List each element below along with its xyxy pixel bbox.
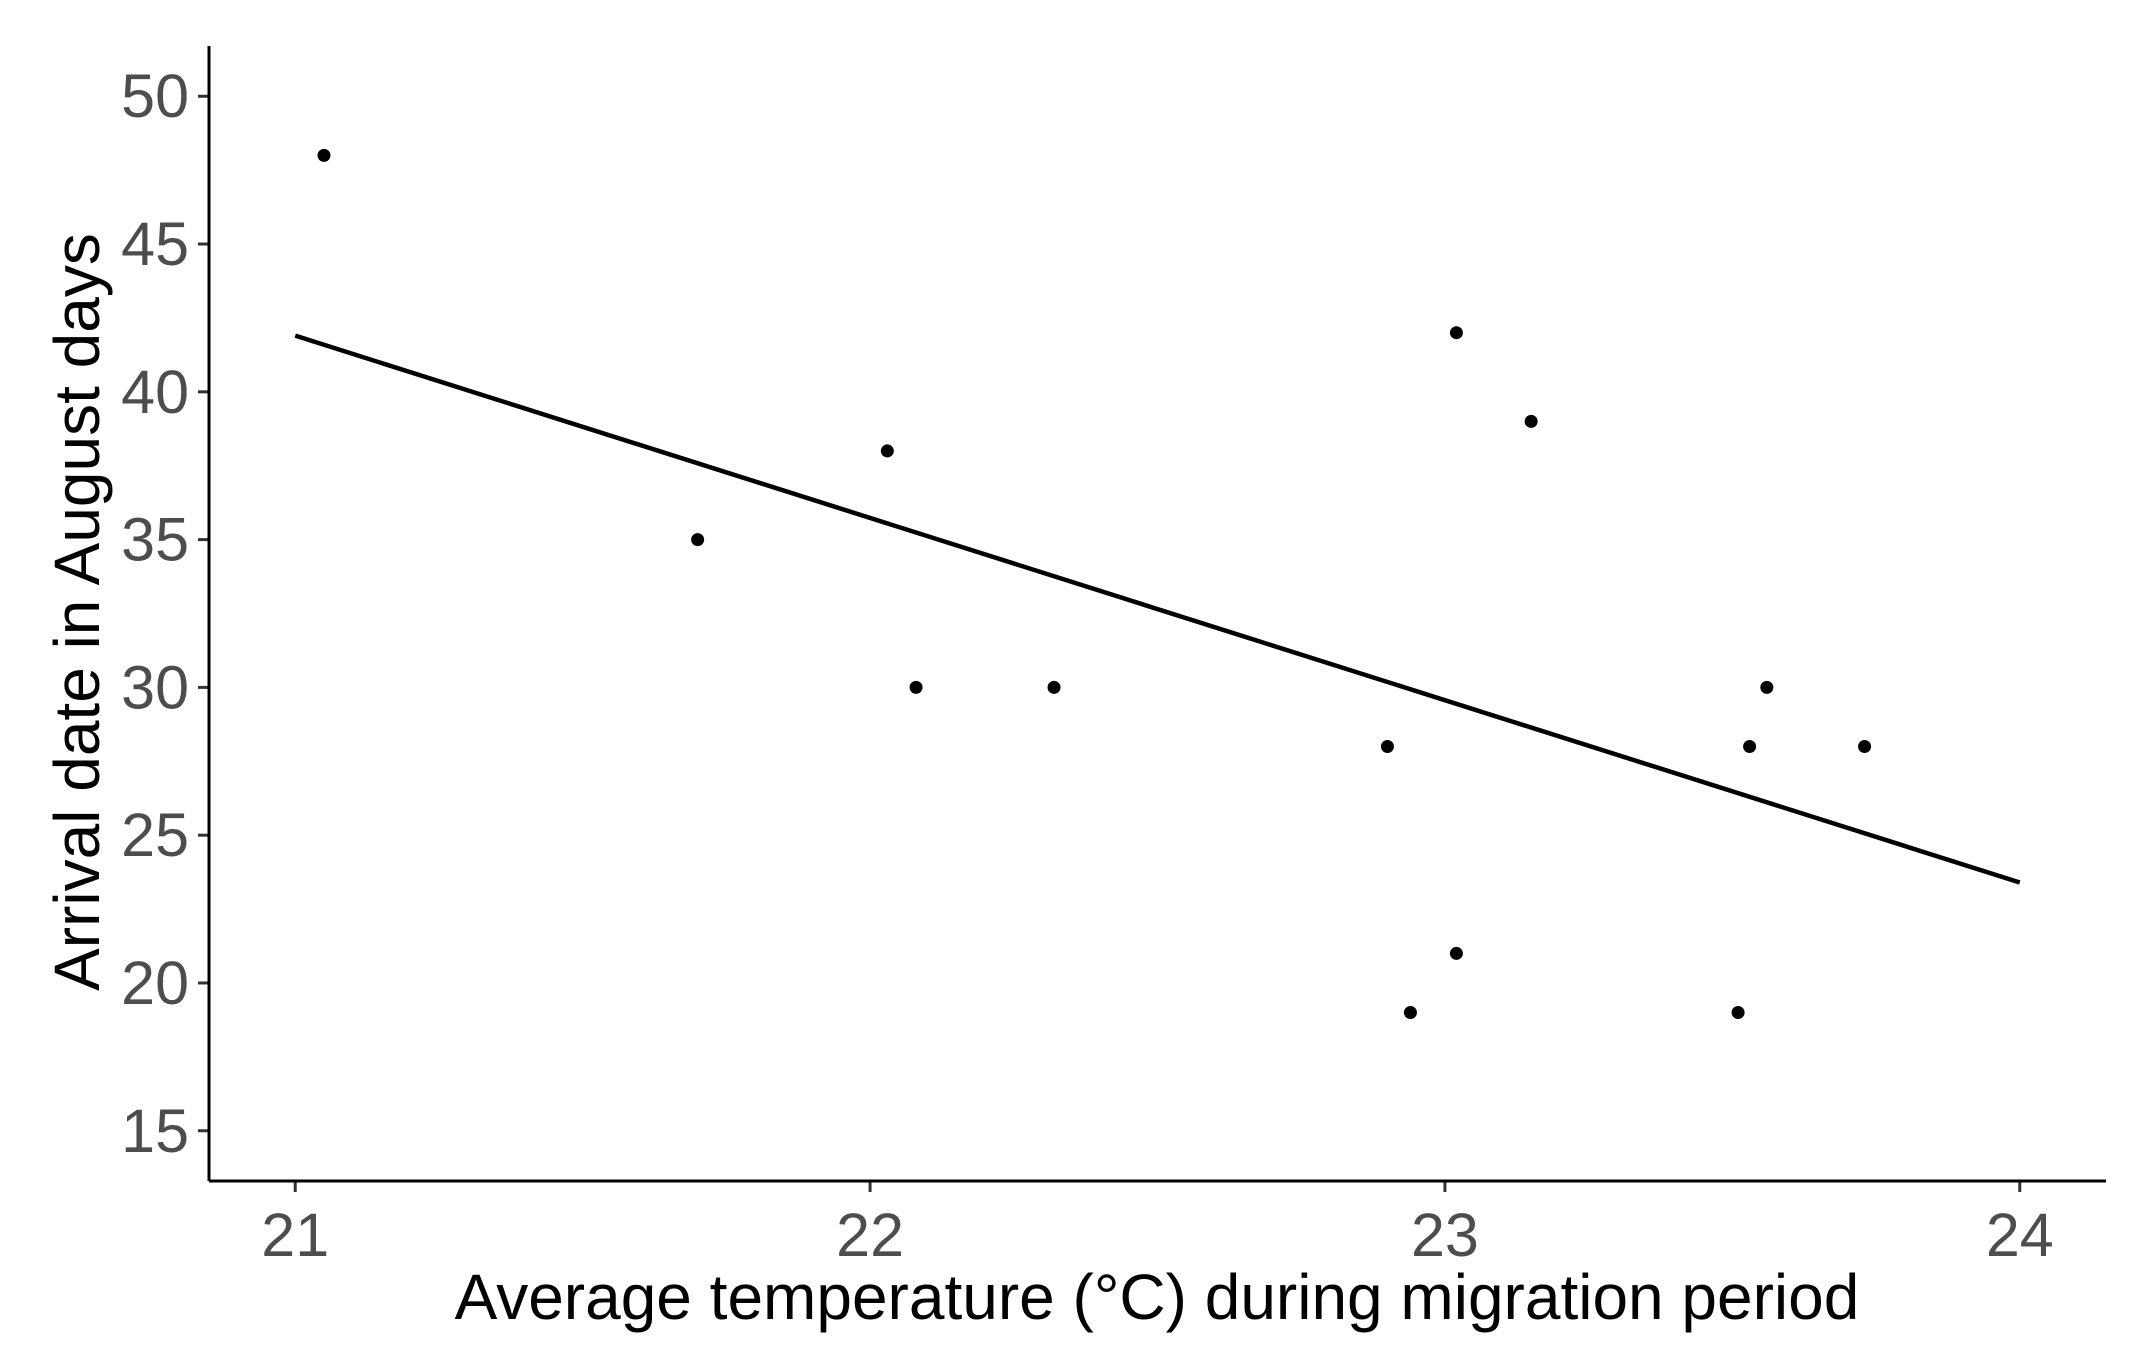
y-tick-label: 50 [121, 62, 189, 130]
data-point [1760, 680, 1774, 694]
y-tick-label: 35 [121, 506, 189, 574]
data-point [1524, 414, 1538, 428]
x-axis-title: Average temperature (°C) during migratio… [455, 1261, 1860, 1333]
data-point [1743, 740, 1757, 754]
x-tick-label: 24 [1986, 1201, 2054, 1269]
y-tick-label: 40 [121, 358, 189, 426]
x-tick-label: 21 [261, 1201, 329, 1269]
data-point [691, 533, 705, 547]
trend-line-group [294, 333, 2021, 885]
data-point [1449, 946, 1463, 960]
y-tick-label: 20 [121, 949, 189, 1017]
data-point [909, 680, 923, 694]
data-points [317, 148, 1872, 1020]
data-point [317, 148, 331, 162]
data-point [1403, 1006, 1417, 1020]
y-tick-label: 30 [121, 653, 189, 721]
x-tick-label: 22 [836, 1201, 904, 1269]
data-point [1731, 1006, 1745, 1020]
y-tick-label: 45 [121, 210, 189, 278]
y-tick-label: 25 [121, 801, 189, 869]
data-point [880, 444, 894, 458]
y-tick-label: 15 [121, 1097, 189, 1165]
data-point [1047, 680, 1061, 694]
y-axis-title: Arrival date in August days [41, 233, 113, 991]
data-point [1449, 326, 1463, 340]
data-point [1380, 740, 1394, 754]
y-axis-ticks: 15 20 25 30 35 40 45 50 [121, 62, 209, 1165]
x-axis-ticks: 21 22 23 24 [261, 1181, 2054, 1269]
data-point [1858, 740, 1872, 754]
x-tick-label: 23 [1411, 1201, 1479, 1269]
regression-line [294, 333, 2021, 885]
